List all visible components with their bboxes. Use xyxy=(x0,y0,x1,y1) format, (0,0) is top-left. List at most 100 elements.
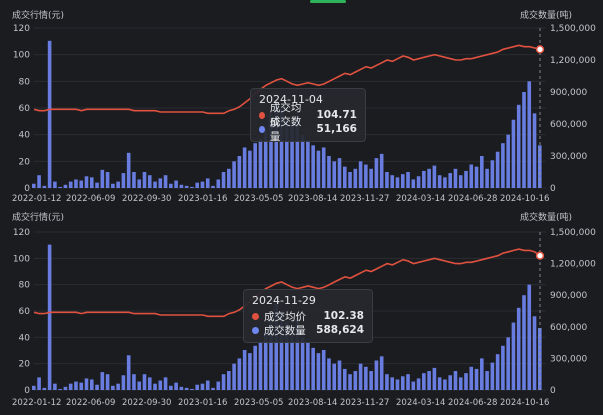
volume-bar xyxy=(211,185,215,188)
volume-bar xyxy=(158,178,163,188)
tooltip-label: 成交均价 xyxy=(264,310,306,323)
y-tick-label: 0 xyxy=(24,184,30,194)
volume-bar xyxy=(184,185,189,188)
tooltip-value: 588,624 xyxy=(316,324,364,336)
volume-bar xyxy=(337,360,342,390)
volume-bar xyxy=(501,143,505,188)
y-tick-label: 120 xyxy=(13,228,30,238)
volume-bar xyxy=(527,81,532,188)
tooltip-row-volume: 成交数量 51,166 xyxy=(259,116,357,143)
volume-bar xyxy=(432,165,437,188)
volume-bar xyxy=(237,156,242,188)
volume-bar xyxy=(337,158,342,188)
volume-bar xyxy=(232,161,236,188)
volume-bar xyxy=(68,383,73,390)
volume-bar xyxy=(411,381,416,390)
volume-bar xyxy=(453,168,458,188)
volume-bar xyxy=(232,363,236,390)
volume-bar xyxy=(353,371,358,390)
volume-bar xyxy=(42,185,47,188)
volume-bar xyxy=(74,179,78,188)
volume-bar xyxy=(163,377,168,390)
volume-bar xyxy=(132,172,136,188)
volume-bar xyxy=(200,383,205,390)
price-line xyxy=(33,44,541,115)
volume-bar xyxy=(300,337,305,390)
price-legend-dot xyxy=(252,312,259,320)
volume-bar xyxy=(169,385,173,390)
price-volume-chart-2[interactable]: 成交行情(元) 成交数量(吨) 0 20 40 60 80 100 120 0 300,000 600… xyxy=(0,206,603,413)
volume-bar xyxy=(321,349,326,390)
volume-bar xyxy=(480,156,484,188)
volume-bar xyxy=(490,362,495,390)
y-tick-label: 80 xyxy=(19,281,31,291)
volume-bar xyxy=(263,332,268,390)
volume-bar xyxy=(400,376,405,390)
y-right-tick-label: 900,000 xyxy=(550,291,587,301)
volume-bar xyxy=(321,147,326,188)
x-tick-label: 2023-01-16 xyxy=(178,194,227,204)
y-right-tick-label: 300,000 xyxy=(550,354,587,364)
x-tick-label: 2024-10-16 xyxy=(500,398,549,408)
volume-bar xyxy=(74,381,78,390)
y-right-tick-label: 1,200,000 xyxy=(550,56,596,66)
volume-bar xyxy=(100,372,105,390)
volume-bar xyxy=(516,307,521,390)
volume-bar xyxy=(227,168,231,188)
y-tick-label: 100 xyxy=(13,51,30,61)
top-active-indicator xyxy=(310,0,346,3)
volume-bar xyxy=(364,164,368,188)
volume-bar xyxy=(111,183,115,188)
right-axis-title: 成交数量(吨) xyxy=(520,9,572,21)
x-tick-label: 2022-09-30 xyxy=(122,398,171,408)
volume-bar xyxy=(527,284,532,390)
volume-bar xyxy=(511,322,516,390)
volume-bar xyxy=(195,182,199,188)
volume-bar xyxy=(95,182,99,188)
x-tick-label: 2023-11-27 xyxy=(340,194,389,204)
volume-bar xyxy=(311,145,315,188)
tooltip-date: 2024-11-29 xyxy=(252,294,316,307)
volume-bar xyxy=(174,180,178,188)
volume-bar xyxy=(216,381,221,390)
price-volume-chart-1[interactable]: 成交行情(元) 成交数量(吨) 0 20 40 60 80 100 120 0 300,000 600… xyxy=(0,0,603,205)
volume-bar xyxy=(348,374,352,390)
volume-bar xyxy=(132,374,136,390)
volume-bar xyxy=(532,113,537,188)
volume-bar xyxy=(522,92,526,188)
volume-bar xyxy=(153,181,157,188)
volume-bar xyxy=(316,150,321,188)
volume-bar xyxy=(63,386,68,390)
volume-bar xyxy=(516,104,521,188)
volume-bar xyxy=(84,176,89,188)
volume-bar xyxy=(369,168,373,188)
volume-bar xyxy=(358,363,363,390)
y-tick-label: 40 xyxy=(19,333,31,343)
volume-bar xyxy=(147,377,152,390)
volume-bar xyxy=(306,140,310,188)
volume-bar xyxy=(205,380,210,390)
volume-bar xyxy=(285,118,289,188)
tooltip-value: 104.71 xyxy=(316,109,357,121)
x-tick-label: 2024-03-14 xyxy=(396,398,445,408)
x-tick-label: 2023-08-14 xyxy=(288,398,337,408)
volume-bar xyxy=(53,383,57,390)
volume-bar xyxy=(137,179,142,188)
y-tick-label: 20 xyxy=(19,360,31,370)
x-tick-label: 2023-05-05 xyxy=(234,398,283,408)
volume-bar xyxy=(290,121,294,188)
volume-bar xyxy=(111,385,115,390)
volume-bar xyxy=(437,377,442,390)
volume-bar xyxy=(458,175,463,188)
tooltip-label: 成交数量 xyxy=(263,324,306,337)
x-tick-label: 2023-01-16 xyxy=(178,398,227,408)
volume-bar xyxy=(364,366,368,390)
volume-bar xyxy=(105,172,110,188)
volume-bar xyxy=(332,161,337,188)
volume-bar xyxy=(395,177,400,188)
volume-bar xyxy=(121,173,126,188)
y-tick-label: 80 xyxy=(19,77,31,87)
hover-point-marker xyxy=(535,45,545,54)
volume-bar xyxy=(227,371,231,390)
volume-bar xyxy=(100,169,105,188)
